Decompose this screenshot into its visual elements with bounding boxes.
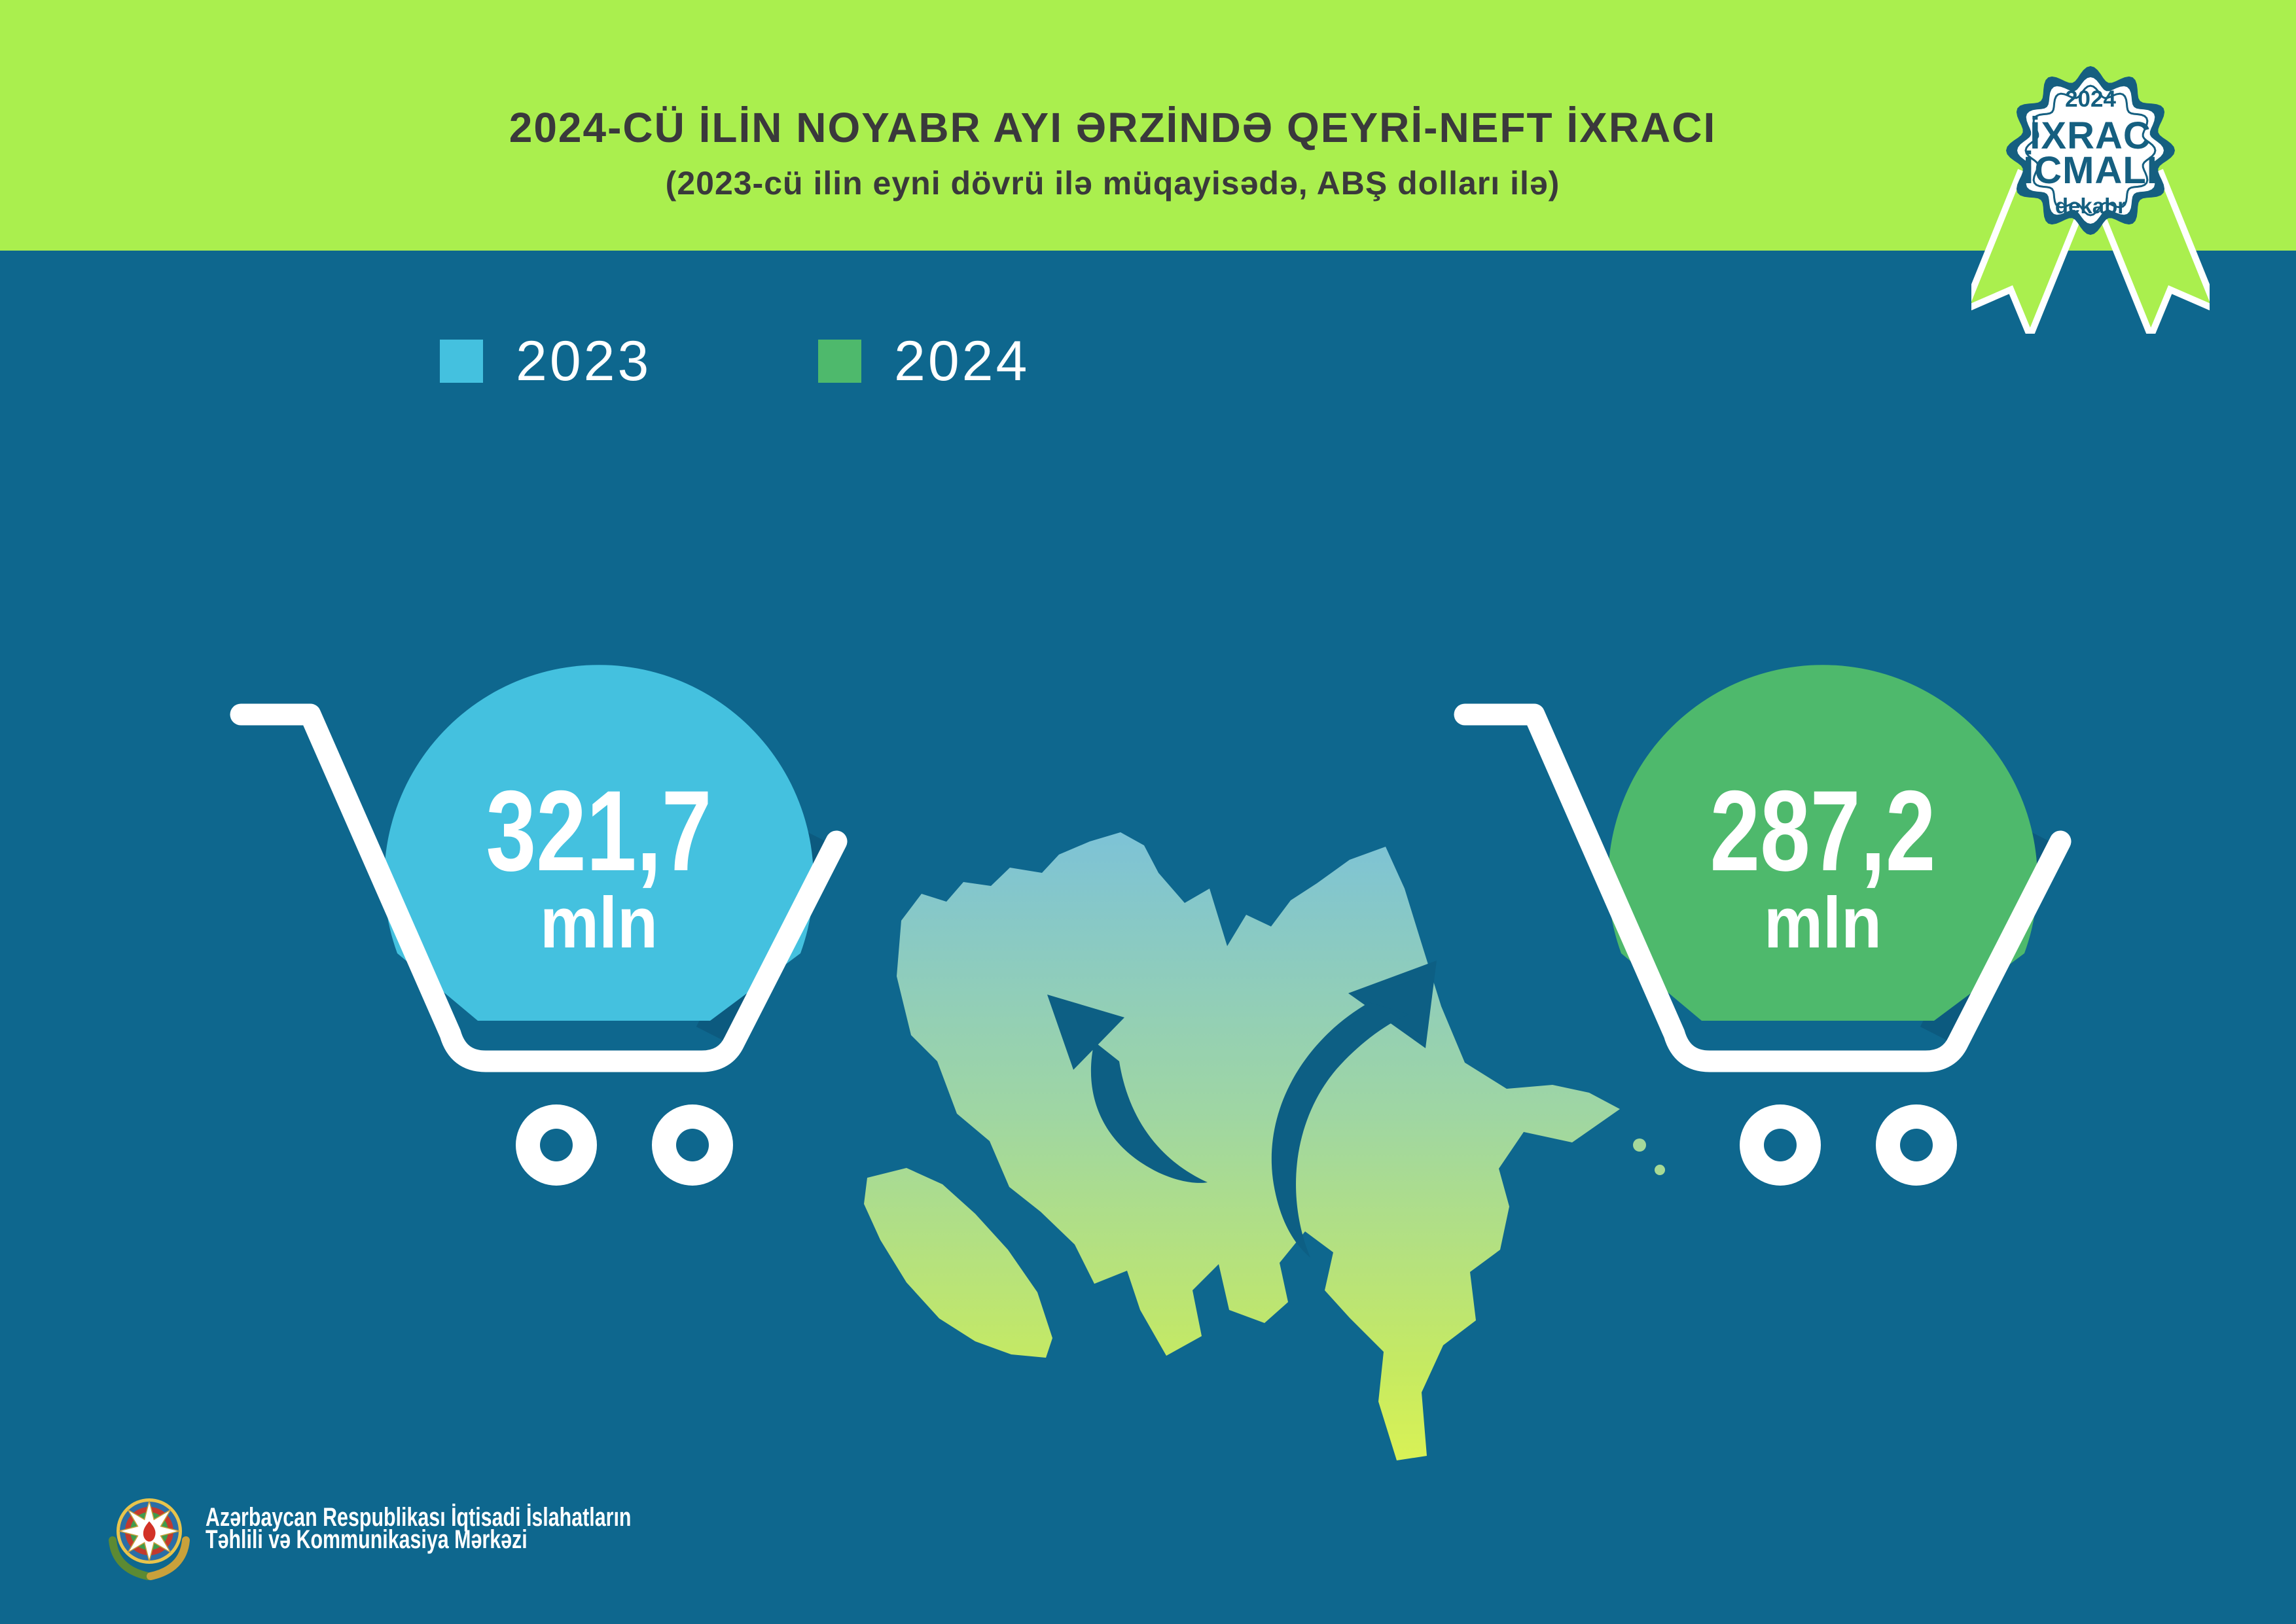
- flame-icon: [143, 1521, 156, 1542]
- cart-fill-blob-2023: [384, 665, 814, 1021]
- badge-seal-hairline: [2024, 84, 2157, 217]
- azerbaijan-map: [864, 832, 1665, 1460]
- cart-value-2024: 287,2: [1710, 768, 1936, 895]
- legend-swatch-2023: [440, 340, 483, 383]
- shopping-cart-2023-icon: 321,7 mln: [230, 665, 848, 1186]
- header-band: 2024-CÜ İLİN NOYABR AYI ƏRZİNDƏ QEYRİ-NE…: [0, 0, 2296, 251]
- badge-title-line1: İXRAC: [2030, 115, 2151, 157]
- cart-wheel-icon: [1876, 1104, 1957, 1186]
- cart-wheel-icon: [516, 1104, 597, 1186]
- org-name: Azərbaycan Respublikası İqtisadi İslahat…: [206, 1503, 632, 1554]
- cart-fill-blob-2024: [1608, 665, 2037, 1021]
- legend-item-2023: 2023: [440, 330, 652, 393]
- page-title: 2024-CÜ İLİN NOYABR AYI ƏRZİNDƏ QEYRİ-NE…: [509, 104, 1717, 151]
- legend-item-2024: 2024: [818, 330, 1030, 393]
- org-name-line2: Təhlili və Kommunikasiya Mərkəzi: [206, 1525, 528, 1554]
- legend-label-2024: 2024: [894, 330, 1030, 393]
- export-arrow-large-icon: [1271, 961, 1437, 1258]
- legend-label-2023: 2023: [516, 330, 652, 393]
- coat-of-arms-icon: [109, 1498, 190, 1580]
- award-badge-icon: 2024 İXRAC İCMALI dekabr: [1971, 66, 2210, 334]
- cart-wheel-icon: [652, 1104, 733, 1186]
- badge-year: 2024: [2065, 86, 2116, 112]
- cart-frame: [1454, 703, 2072, 1072]
- footer: Azərbaycan Respublikası İqtisadi İslahat…: [103, 1491, 766, 1582]
- cart-wheel-icon: [1740, 1104, 1821, 1186]
- badge-month: dekabr: [2055, 194, 2126, 218]
- caspian-island-icon: [1655, 1165, 1665, 1175]
- page-subtitle: (2023-cü ilin eyni dövrü ilə müqayisədə,…: [665, 165, 1560, 202]
- cart-value-2023: 321,7: [486, 768, 712, 895]
- legend-swatch-2024: [818, 340, 861, 383]
- caspian-island-icon: [1633, 1139, 1646, 1152]
- cart-frame: [230, 703, 848, 1072]
- cart-unit-2024: mln: [1764, 883, 1882, 963]
- export-arrow-small-icon: [1047, 995, 1208, 1183]
- badge-title-line2: İCMALI: [2023, 149, 2158, 192]
- org-name-line1: Azərbaycan Respublikası İqtisadi İslahat…: [206, 1503, 632, 1532]
- title-block: 2024-CÜ İLİN NOYABR AYI ƏRZİNDƏ QEYRİ-NE…: [98, 105, 2127, 202]
- azerbaijan-mainland: [897, 832, 1620, 1460]
- nakhchivan-region: [864, 1168, 1052, 1358]
- badge-seal-inner: [2017, 77, 2164, 224]
- shopping-cart-2024-icon: 287,2 mln: [1454, 665, 2072, 1186]
- cart-unit-2023: mln: [540, 883, 658, 963]
